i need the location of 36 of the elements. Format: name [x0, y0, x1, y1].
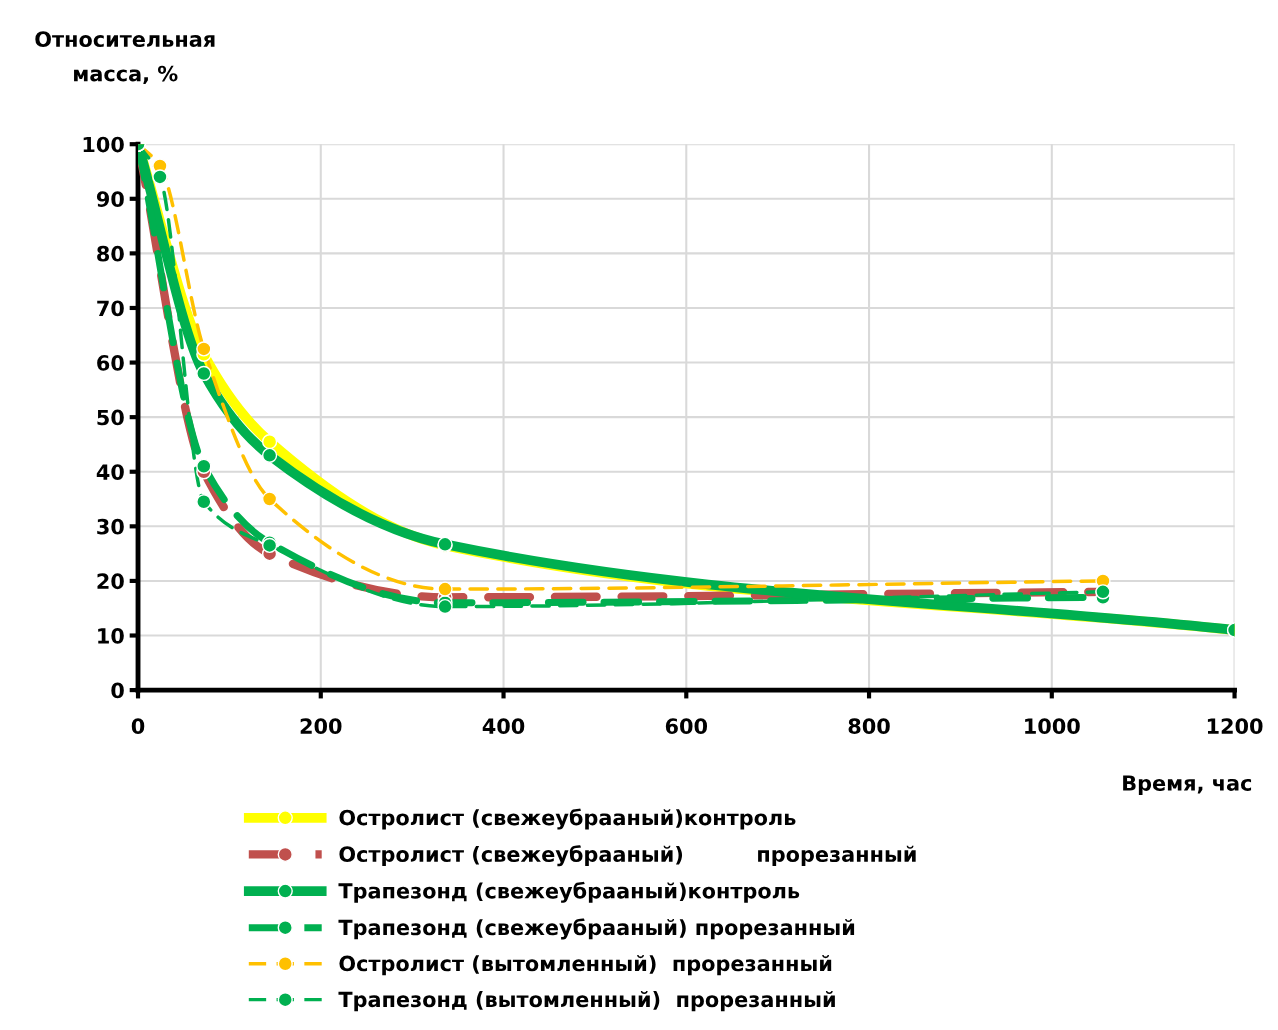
point — [196, 365, 212, 382]
legend-label: Трапезонд (свежеубрааный)контроль — [338, 881, 800, 903]
point — [261, 434, 278, 450]
y-tick-label: 50 — [97, 409, 124, 426]
legend-label: Трапезонд (вытомленный) прорезанный — [338, 991, 835, 1012]
point — [437, 598, 453, 615]
legend-label: Остролист (свежеубрааный) прорезанный — [339, 845, 916, 867]
x-tick-label: 0 — [131, 718, 145, 734]
point — [196, 494, 212, 510]
x-tick-label: 600 — [665, 718, 708, 734]
legend-label: Трапезонд (свежеубрааный) прорезанный — [338, 918, 855, 940]
y-tick-label: 70 — [97, 300, 124, 317]
x-tick-label: 1000 — [1025, 718, 1080, 734]
y-tick-label: 10 — [98, 627, 124, 644]
y-tick-label: 0 — [111, 682, 124, 699]
x-tick-label: 1200 — [1207, 718, 1263, 734]
legend-label: Остролист (свежеубрааный)контроль — [339, 808, 796, 830]
point — [196, 341, 212, 357]
y-tick-label: 80 — [97, 245, 124, 262]
y-axis-title: Относительная масса, % — [35, 31, 215, 85]
legend-label: Остролист (вытомленный) прорезанный — [339, 955, 832, 976]
point — [196, 458, 212, 474]
y-tick-label: 30 — [97, 518, 124, 535]
point — [152, 169, 168, 185]
x-tick-label: 200 — [300, 718, 342, 734]
y-tick-label: 20 — [97, 573, 124, 590]
x-tick-label: 400 — [482, 718, 525, 734]
point — [261, 491, 278, 507]
x-axis-title: Время, час — [1123, 775, 1252, 795]
y-tick-label: 90 — [96, 191, 124, 207]
point — [261, 447, 278, 464]
y-tick-label: 40 — [96, 464, 124, 480]
x-tick-label: 800 — [848, 718, 890, 734]
point — [437, 581, 453, 597]
y-tick-label: 60 — [97, 355, 124, 371]
y-tick-label: 100 — [83, 136, 124, 153]
